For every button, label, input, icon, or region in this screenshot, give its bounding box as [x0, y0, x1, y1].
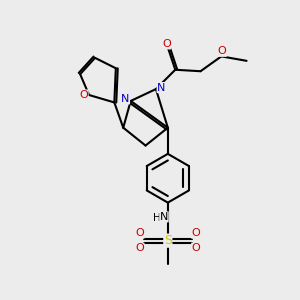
Text: N: N	[157, 82, 166, 93]
Text: N: N	[160, 212, 168, 222]
Text: O: O	[218, 46, 226, 56]
Text: O: O	[79, 90, 88, 100]
Text: N: N	[121, 94, 130, 104]
Text: O: O	[192, 228, 200, 238]
Text: O: O	[192, 243, 200, 253]
Text: O: O	[162, 39, 171, 49]
Text: S: S	[164, 234, 172, 247]
Text: O: O	[135, 243, 144, 253]
Text: H: H	[153, 213, 160, 224]
Text: O: O	[135, 228, 144, 238]
